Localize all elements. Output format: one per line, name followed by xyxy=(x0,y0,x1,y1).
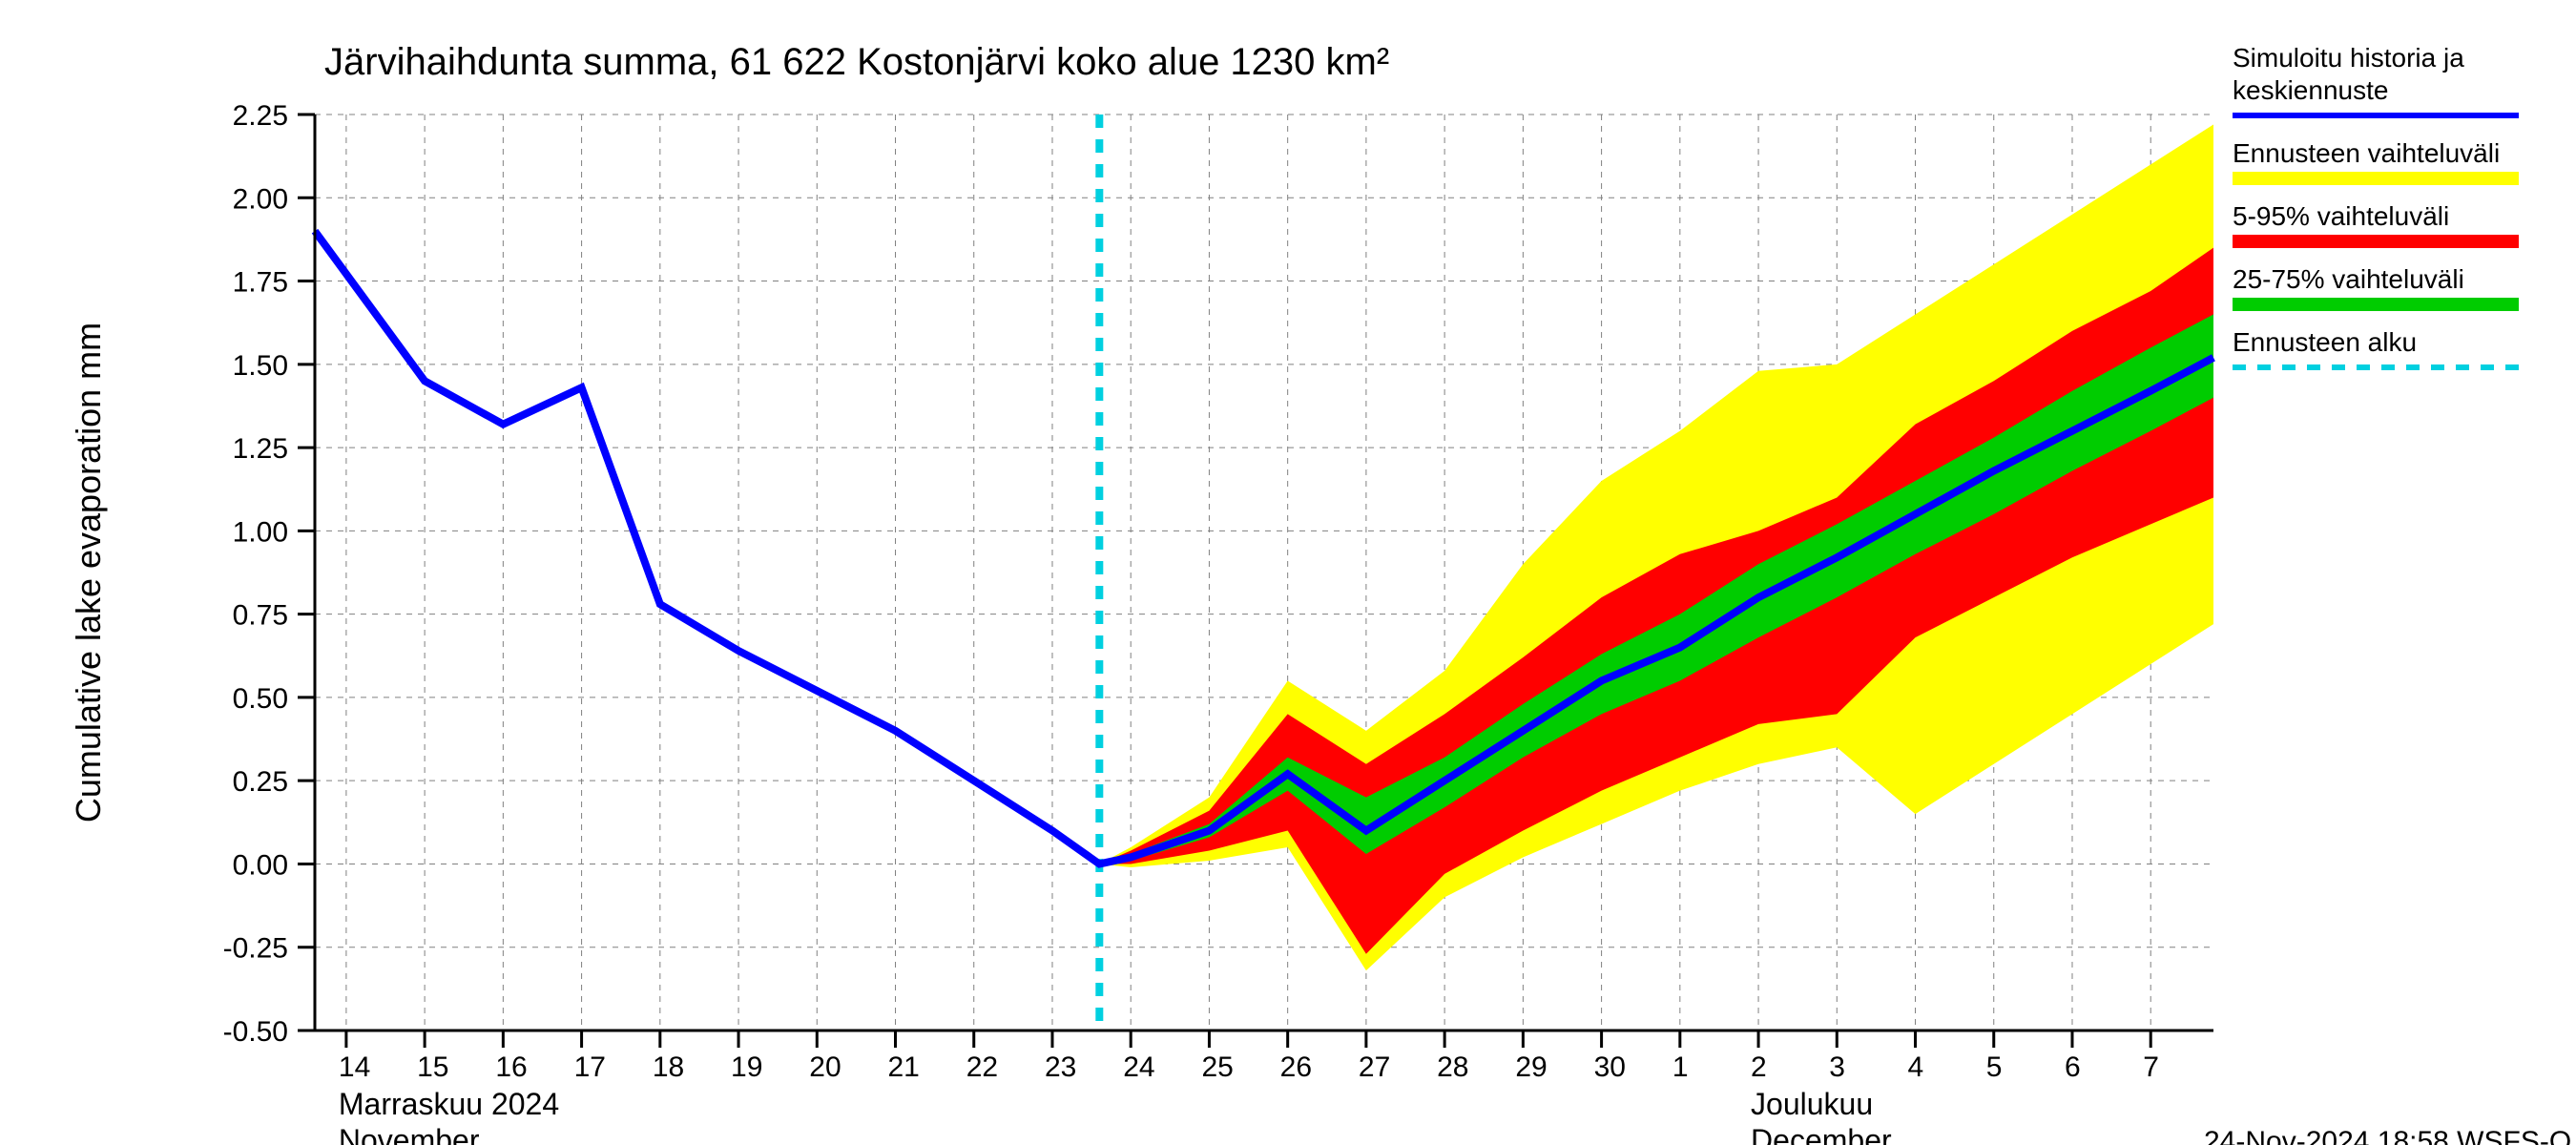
x-tick-label: 26 xyxy=(1280,1051,1312,1083)
x-tick-label: 27 xyxy=(1359,1051,1390,1083)
x-tick-label: 20 xyxy=(809,1051,841,1083)
x-tick-label: 23 xyxy=(1045,1051,1076,1083)
month1-en: November xyxy=(339,1123,480,1145)
y-tick-label: 0.50 xyxy=(233,683,288,715)
y-tick-label: 1.75 xyxy=(233,267,288,299)
x-tick-label: 29 xyxy=(1515,1051,1547,1083)
x-tick-label: 21 xyxy=(888,1051,920,1083)
x-tick-label: 3 xyxy=(1829,1051,1845,1083)
x-tick-label: 4 xyxy=(1908,1051,1924,1083)
x-tick-label: 7 xyxy=(2143,1051,2159,1083)
y-tick-label: 0.00 xyxy=(233,849,288,881)
x-tick-label: 24 xyxy=(1123,1051,1154,1083)
x-tick-label: 30 xyxy=(1594,1051,1626,1083)
chart-title: Järvihaihdunta summa, 61 622 Kostonjärvi… xyxy=(324,41,1389,83)
month1-fi: Marraskuu 2024 xyxy=(339,1087,559,1121)
legend-label: Simuloitu historia ja xyxy=(2233,43,2464,73)
x-tick-label: 15 xyxy=(417,1051,448,1083)
x-tick-label: 19 xyxy=(731,1051,762,1083)
x-tick-label: 22 xyxy=(966,1051,998,1083)
y-axis-label: Cumulative lake evaporation mm xyxy=(69,323,108,822)
legend-label: Ennusteen alku xyxy=(2233,327,2417,357)
x-tick-label: 28 xyxy=(1437,1051,1468,1083)
x-tick-label: 17 xyxy=(574,1051,606,1083)
chart-svg: -0.50 -0.25 0.00 0.25 0.50 0.75 1.00 1.25 1.50 1.… xyxy=(0,0,2576,1145)
legend-swatch xyxy=(2233,298,2519,311)
legend-label: 25-75% vaihteluväli xyxy=(2233,264,2464,294)
legend-swatch xyxy=(2233,172,2519,185)
legend-label: Ennusteen vaihteluväli xyxy=(2233,138,2500,168)
x-tick-label: 16 xyxy=(495,1051,527,1083)
y-tick-label: 0.25 xyxy=(233,766,288,798)
x-tick-label: 1 xyxy=(1672,1051,1689,1083)
footer-timestamp: 24-Nov-2024 18:58 WSFS-O xyxy=(2204,1126,2571,1145)
chart-container: -0.50 -0.25 0.00 0.25 0.50 0.75 1.00 1.25 1.50 1.… xyxy=(0,0,2576,1145)
legend-label: 5-95% vaihteluväli xyxy=(2233,201,2449,231)
y-tick-label: 0.75 xyxy=(233,600,288,632)
y-tick-label: 1.50 xyxy=(233,350,288,382)
y-tick-label: 1.00 xyxy=(233,516,288,548)
y-tick-label: 1.25 xyxy=(233,433,288,465)
x-tick-label: 18 xyxy=(653,1051,684,1083)
x-tick-label: 25 xyxy=(1201,1051,1233,1083)
y-tick-label: -0.25 xyxy=(223,933,288,965)
x-tick-label: 14 xyxy=(339,1051,370,1083)
x-tick-label: 6 xyxy=(2065,1051,2081,1083)
legend-swatch xyxy=(2233,235,2519,248)
x-tick-label: 5 xyxy=(1986,1051,2003,1083)
x-tick-label: 2 xyxy=(1751,1051,1767,1083)
month2-fi: Joulukuu xyxy=(1751,1087,1873,1121)
y-tick-label: 2.25 xyxy=(233,100,288,132)
legend-label: keskiennuste xyxy=(2233,75,2388,105)
month2-en: December xyxy=(1751,1123,1892,1145)
y-tick-label: 2.00 xyxy=(233,183,288,215)
y-tick-label: -0.50 xyxy=(223,1016,288,1048)
